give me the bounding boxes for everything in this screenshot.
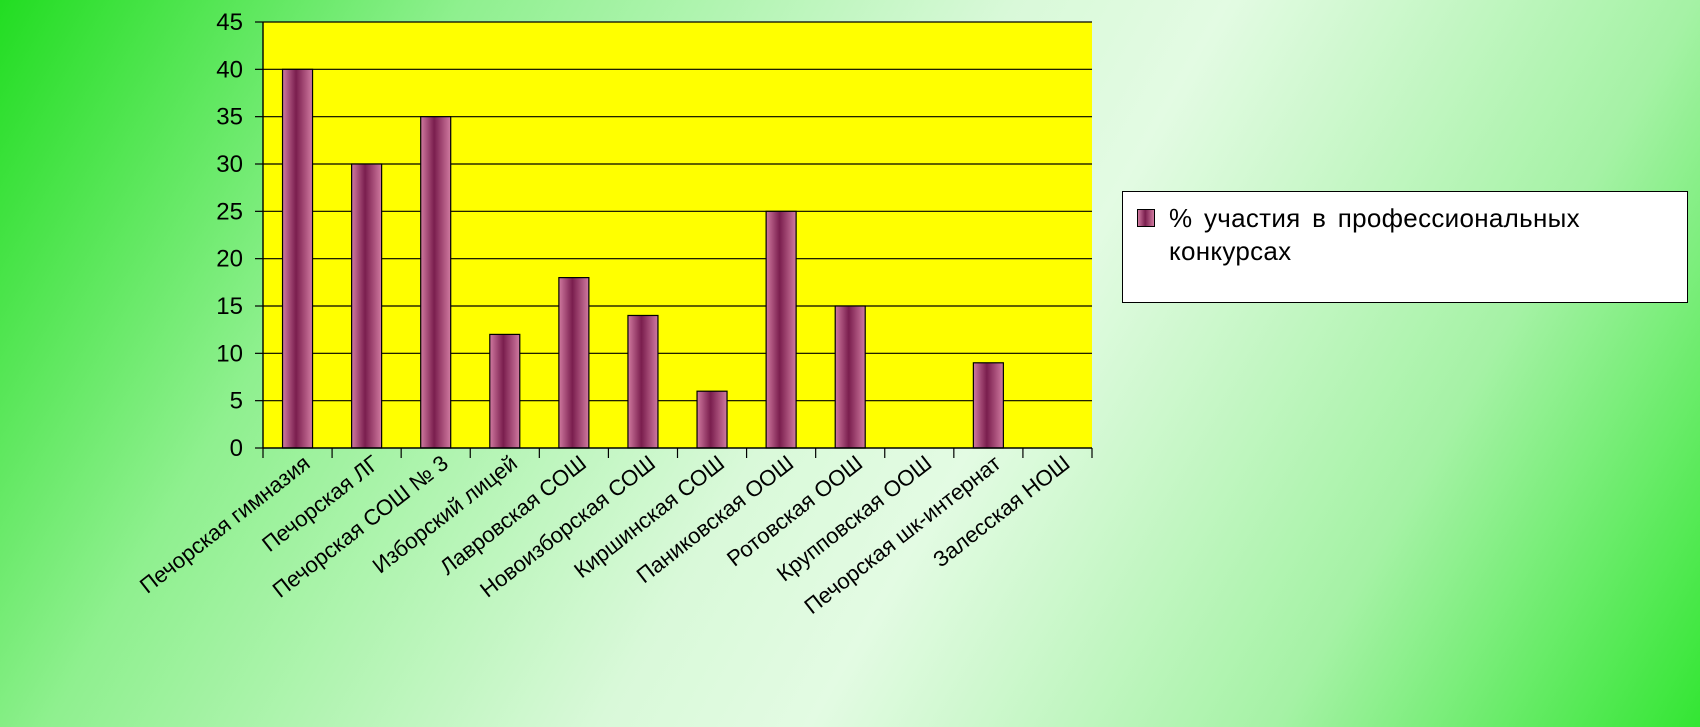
- legend: % участия в профессиональных конкурсах: [1122, 191, 1688, 303]
- y-tick-label: 35: [216, 104, 243, 131]
- y-tick-label: 25: [216, 198, 243, 225]
- axes: [255, 21, 1093, 458]
- legend-swatch: [1137, 209, 1155, 227]
- y-tick-label: 10: [216, 340, 243, 367]
- bar: [351, 163, 383, 449]
- y-tick-label: 40: [216, 56, 243, 83]
- y-tick-label: 15: [216, 293, 243, 320]
- gridlines: [263, 21, 1092, 402]
- y-axis-tick-labels: 0 5 10 15 20 25 30 35 40 45: [216, 9, 243, 462]
- y-tick-label: 45: [216, 9, 243, 36]
- y-tick-label: 20: [216, 246, 243, 273]
- bars: [281, 68, 1004, 449]
- bar: [558, 277, 590, 449]
- bar: [972, 362, 1004, 449]
- bar: [696, 390, 728, 449]
- bar: [765, 210, 797, 449]
- bar: [281, 68, 314, 449]
- bar: [834, 305, 866, 449]
- y-tick-label: 0: [230, 435, 243, 462]
- plot-area: [263, 22, 1092, 448]
- bar: [489, 333, 521, 449]
- y-tick-label: 30: [216, 151, 243, 178]
- legend-label: % участия в профессиональных конкурсах: [1169, 203, 1580, 266]
- bar: [420, 116, 452, 449]
- bar: [627, 314, 659, 449]
- y-tick-label: 5: [230, 388, 243, 415]
